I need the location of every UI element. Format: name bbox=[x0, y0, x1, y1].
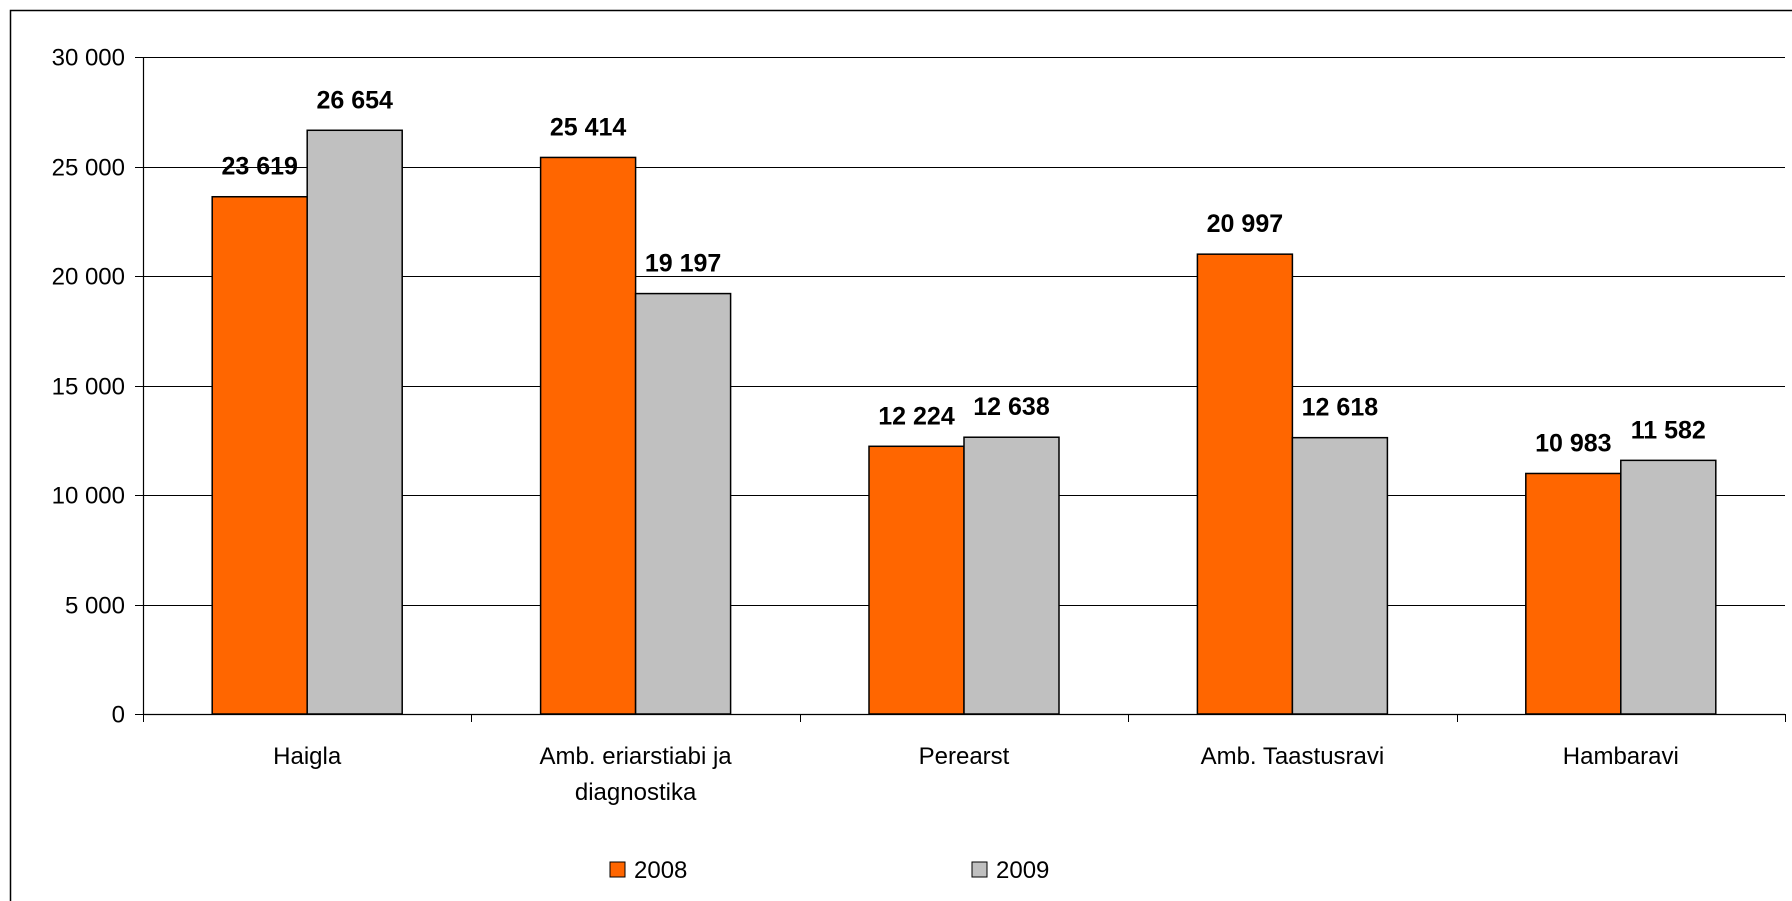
bar-2009 bbox=[306, 129, 403, 715]
data-label: 12 638 bbox=[973, 393, 1050, 421]
bar-2009 bbox=[1620, 459, 1717, 715]
bar-2008 bbox=[868, 445, 965, 715]
bar-2008 bbox=[211, 195, 308, 715]
y-tick-label: 5 000 bbox=[65, 593, 125, 620]
data-label: 12 618 bbox=[1302, 394, 1379, 422]
bars bbox=[211, 129, 1717, 715]
legend: 2008 2009 bbox=[609, 857, 1049, 884]
data-label: 25 414 bbox=[550, 113, 627, 141]
bar-2009 bbox=[634, 292, 732, 715]
data-label: 10 983 bbox=[1535, 429, 1611, 457]
x-tick-label-line: Haigla bbox=[273, 743, 342, 770]
y-tick-label: 0 bbox=[112, 702, 125, 729]
bar-2009 bbox=[963, 436, 1060, 715]
x-tick-label: Perearst bbox=[919, 743, 1010, 770]
x-tick-label: Amb. eriarstiabi ja diagnostika bbox=[540, 743, 733, 806]
y-tick-label: 30 000 bbox=[52, 45, 125, 72]
data-labels: 23 619 26 654 25 414 19 197 12 224 12 638 20 9… bbox=[221, 86, 1705, 457]
legend-swatch-2008 bbox=[609, 861, 626, 878]
bar-2008 bbox=[1196, 253, 1294, 715]
data-label: 26 654 bbox=[316, 86, 393, 114]
data-label: 23 619 bbox=[221, 153, 297, 181]
data-label: 11 582 bbox=[1631, 416, 1706, 444]
x-tick-label-line: Amb. eriarstiabi ja bbox=[540, 743, 733, 770]
y-tick-label: 20 000 bbox=[52, 264, 125, 291]
legend-label: 2009 bbox=[996, 857, 1049, 884]
x-tick-label-line: Amb. Taastusravi bbox=[1201, 743, 1385, 770]
x-tick-label: Amb. Taastusravi bbox=[1201, 743, 1385, 770]
axes: 0 5 000 10 000 15 000 20 000 25 000 30 000 Haig… bbox=[52, 45, 1786, 806]
data-label: 20 997 bbox=[1207, 210, 1283, 238]
data-label: 19 197 bbox=[645, 250, 721, 278]
data-label: 12 224 bbox=[878, 402, 955, 430]
x-tick-label-line: Hambaravi bbox=[1563, 743, 1679, 770]
x-tick-label-line: Perearst bbox=[919, 743, 1010, 770]
y-tick-label: 10 000 bbox=[52, 483, 125, 510]
bar-2008 bbox=[539, 156, 637, 715]
y-tick-label: 15 000 bbox=[52, 374, 125, 401]
legend-label: 2008 bbox=[634, 857, 687, 884]
x-tick-label-line: diagnostika bbox=[575, 779, 697, 806]
legend-swatch-2009 bbox=[971, 861, 988, 878]
y-tick-label: 25 000 bbox=[52, 155, 125, 182]
bar-2009 bbox=[1291, 436, 1389, 715]
bar-2008 bbox=[1525, 472, 1622, 715]
x-tick-label: Haigla bbox=[273, 743, 342, 770]
x-tick-label: Hambaravi bbox=[1563, 743, 1679, 770]
